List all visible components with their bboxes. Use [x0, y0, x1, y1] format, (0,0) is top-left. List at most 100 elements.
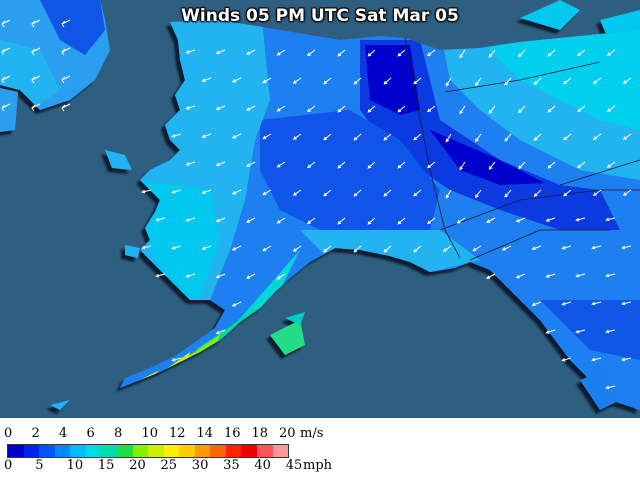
wind-arrow	[215, 105, 226, 111]
wind-arrow	[591, 357, 602, 362]
wind-arrow	[413, 245, 422, 253]
wind-arrow	[61, 75, 71, 84]
wind-arrow	[605, 385, 616, 390]
wind-arrow	[141, 245, 152, 250]
wind-arrow	[185, 217, 196, 222]
wind-arrow	[215, 329, 226, 335]
wind-arrow	[475, 133, 482, 143]
wind-arrow	[323, 133, 332, 141]
wind-arrow	[231, 77, 242, 83]
wind-arrow	[577, 161, 586, 169]
scale-swatch	[85, 445, 102, 457]
wind-arrow	[575, 273, 586, 278]
wind-arrow	[337, 49, 346, 57]
wind-arrow	[292, 133, 302, 140]
wind-arrow	[533, 133, 542, 141]
wind-arrow	[215, 217, 226, 223]
wind-arrow	[383, 189, 392, 197]
wind-arrow	[472, 245, 482, 252]
wind-arrow	[605, 273, 616, 278]
wind-arrow	[262, 245, 272, 252]
wind-arrow	[427, 217, 436, 225]
wind-arrow	[545, 329, 556, 334]
wind-arrow	[531, 301, 542, 307]
wind-arrow	[561, 245, 572, 250]
wind-arrow	[456, 217, 466, 224]
wind-arrow	[488, 161, 496, 170]
wind-arrow	[547, 49, 556, 57]
wind-arrow	[323, 189, 332, 197]
wind-arrow	[504, 133, 512, 142]
wind-arrow	[201, 133, 212, 139]
scale-swatch	[194, 445, 211, 457]
wind-arrow	[246, 161, 256, 167]
wind-arrow	[215, 161, 226, 167]
ms-tick-label: 6	[86, 426, 95, 441]
mph-unit-label: mph	[303, 458, 333, 473]
wind-arrow	[545, 273, 556, 278]
wind-arrow	[475, 189, 482, 199]
mph-tick-label: 45	[285, 458, 303, 473]
wind-arrow	[323, 77, 332, 85]
wind-arrow	[185, 105, 196, 110]
wind-arrow	[622, 77, 632, 84]
wind-arrow	[592, 189, 602, 196]
ms-tick-label: 12	[169, 426, 186, 441]
scale-swatch	[225, 445, 242, 457]
wind-arrow	[171, 245, 182, 250]
wind-arrow	[1, 103, 11, 112]
wind-arrow	[292, 189, 302, 196]
wind-arrow	[185, 49, 196, 54]
wind-arrows	[1, 19, 632, 390]
wind-arrow	[605, 217, 616, 222]
mph-tick-label: 25	[160, 458, 178, 473]
wind-arrow	[515, 273, 526, 279]
scale-swatch	[210, 445, 226, 457]
ms-tick-label: 18	[251, 426, 269, 441]
wind-arrow	[231, 245, 242, 251]
wind-arrow	[563, 133, 572, 141]
wind-arrow	[533, 189, 542, 197]
wind-arrow	[231, 133, 242, 139]
wind-arrow	[337, 105, 346, 113]
wind-arrow	[61, 47, 71, 56]
ms-tick-label: 8	[114, 426, 123, 441]
wind-arrow	[1, 47, 11, 56]
ms-tick-label: 2	[31, 426, 40, 441]
wind-arrow	[307, 105, 316, 113]
wind-arrow	[353, 189, 362, 197]
wind-arrow	[1, 19, 11, 28]
wind-arrow	[185, 161, 196, 166]
wind-arrow	[501, 245, 512, 251]
wind-arrow	[518, 161, 526, 170]
scale-swatch	[132, 445, 149, 457]
wind-arrow	[353, 133, 362, 141]
scale-swatch	[257, 445, 273, 457]
scale-swatch	[23, 445, 40, 457]
wind-arrow	[605, 329, 616, 334]
wind-arrow	[367, 105, 376, 113]
wind-arrow	[475, 77, 482, 87]
wind-arrow	[246, 49, 256, 55]
wind-arrow	[545, 217, 556, 222]
wind-arrow	[547, 105, 556, 113]
wind-arrow	[575, 329, 586, 334]
scale-swatch	[241, 445, 257, 457]
map-title: Winds 05 PM UTC Sat Mar 05	[181, 6, 459, 26]
wind-arrow	[459, 105, 466, 115]
wind-arrow	[31, 47, 41, 56]
wind-arrow	[185, 273, 196, 278]
wind-arrow	[31, 19, 41, 28]
wind-arrow	[622, 133, 632, 140]
wind-arrow	[427, 49, 436, 57]
wind-arrow	[621, 301, 632, 306]
wind-arrow	[246, 273, 256, 279]
wind-arrow	[383, 133, 392, 141]
wind-arrow	[504, 189, 512, 198]
mph-tick-label: 10	[66, 458, 84, 473]
wind-arrow	[215, 49, 226, 55]
mph-tick-label: 30	[191, 458, 209, 473]
ms-tick-label: 20	[279, 426, 296, 441]
wind-arrow	[515, 217, 526, 223]
wind-arrow	[141, 189, 152, 194]
